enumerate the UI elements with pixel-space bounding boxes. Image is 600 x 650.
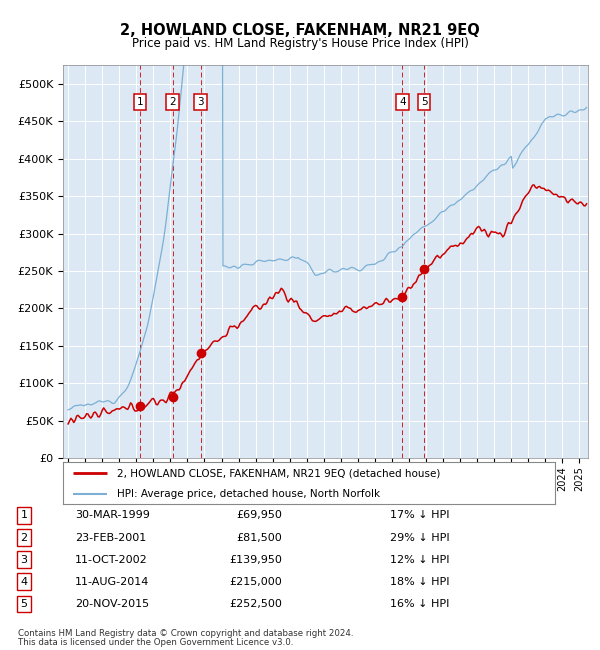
Text: 29% ↓ HPI: 29% ↓ HPI	[390, 532, 449, 543]
Text: 17% ↓ HPI: 17% ↓ HPI	[390, 510, 449, 521]
Text: 5: 5	[421, 98, 427, 107]
Text: £81,500: £81,500	[236, 532, 282, 543]
Text: 12% ↓ HPI: 12% ↓ HPI	[390, 554, 449, 565]
Text: 1: 1	[137, 98, 143, 107]
Text: 11-OCT-2002: 11-OCT-2002	[75, 554, 148, 565]
Text: 20-NOV-2015: 20-NOV-2015	[75, 599, 149, 609]
Text: £252,500: £252,500	[229, 599, 282, 609]
Text: 16% ↓ HPI: 16% ↓ HPI	[390, 599, 449, 609]
Text: £69,950: £69,950	[236, 510, 282, 521]
Text: HPI: Average price, detached house, North Norfolk: HPI: Average price, detached house, Nort…	[117, 489, 380, 499]
Text: Contains HM Land Registry data © Crown copyright and database right 2024.: Contains HM Land Registry data © Crown c…	[18, 629, 353, 638]
Text: 2, HOWLAND CLOSE, FAKENHAM, NR21 9EQ (detached house): 2, HOWLAND CLOSE, FAKENHAM, NR21 9EQ (de…	[117, 469, 440, 478]
Text: 23-FEB-2001: 23-FEB-2001	[75, 532, 146, 543]
Text: £139,950: £139,950	[229, 554, 282, 565]
Text: 18% ↓ HPI: 18% ↓ HPI	[390, 577, 449, 587]
Text: 4: 4	[399, 98, 406, 107]
Text: 2, HOWLAND CLOSE, FAKENHAM, NR21 9EQ: 2, HOWLAND CLOSE, FAKENHAM, NR21 9EQ	[120, 23, 480, 38]
Text: Price paid vs. HM Land Registry's House Price Index (HPI): Price paid vs. HM Land Registry's House …	[131, 37, 469, 50]
Text: 2: 2	[20, 532, 28, 543]
Text: 11-AUG-2014: 11-AUG-2014	[75, 577, 149, 587]
Text: This data is licensed under the Open Government Licence v3.0.: This data is licensed under the Open Gov…	[18, 638, 293, 647]
Text: 3: 3	[20, 554, 28, 565]
Text: 5: 5	[20, 599, 28, 609]
Text: 1: 1	[20, 510, 28, 521]
Text: 2: 2	[169, 98, 176, 107]
Text: 30-MAR-1999: 30-MAR-1999	[75, 510, 150, 521]
Text: 3: 3	[197, 98, 204, 107]
Text: £215,000: £215,000	[229, 577, 282, 587]
Text: 4: 4	[20, 577, 28, 587]
